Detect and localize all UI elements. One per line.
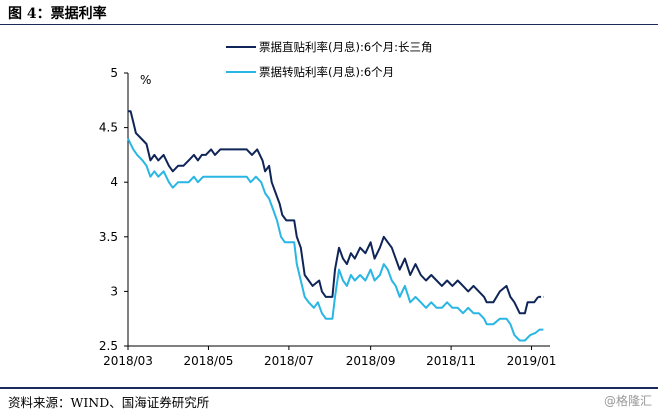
y-tick-label: 4.5 [99, 121, 118, 135]
watermark-text: 格隆汇 [615, 394, 652, 408]
y-tick-label: 5 [110, 66, 118, 80]
watermark: @格隆汇 [604, 392, 652, 409]
axes: 5 4.5 4 3.5 3 2.5% 2018/03 2018/05 2018/07 2018/0… [99, 66, 557, 368]
legend-label-2: 票据转贴利率(月息):6个月 [259, 65, 394, 79]
source-note: 资料来源：WIND、国海证券研究所 [8, 395, 210, 410]
y-tick-label: 3.5 [99, 230, 118, 244]
x-tick-label: 2018/11 [426, 354, 476, 368]
figure-title: 图 4：票据利率 [8, 6, 107, 22]
legend-label-1: 票据直贴利率(月息):6个月:长三角 [259, 40, 433, 54]
x-tick-label: 2018/03 [103, 354, 153, 368]
series-line-1 [128, 110, 539, 315]
watermark-icon: @ [603, 394, 616, 408]
y-axis-unit: % [140, 73, 151, 87]
series-lines [127, 110, 544, 342]
series-line-2 [127, 138, 544, 342]
x-tick-label: 2018/07 [264, 354, 314, 368]
y-tick-label: 3 [110, 284, 118, 298]
source-divider [0, 387, 658, 389]
y-tick-label: 2.5 [99, 339, 118, 353]
y-tick-label: 4 [110, 175, 118, 189]
title-bar [0, 0, 658, 25]
x-tick-label: 2018/05 [184, 354, 234, 368]
x-tick-label: 2019/01 [507, 354, 557, 368]
x-tick-label: 2018/09 [346, 354, 396, 368]
